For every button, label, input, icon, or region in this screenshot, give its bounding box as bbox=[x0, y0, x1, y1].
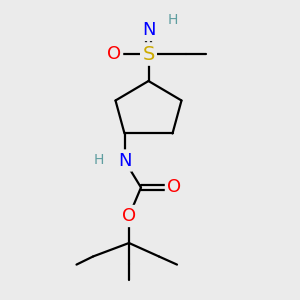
Text: H: H bbox=[167, 13, 178, 26]
Text: O: O bbox=[122, 207, 136, 225]
Text: O: O bbox=[167, 178, 181, 196]
Text: O: O bbox=[107, 45, 121, 63]
Text: N: N bbox=[118, 152, 131, 169]
Text: H: H bbox=[94, 154, 104, 167]
Text: N: N bbox=[142, 21, 155, 39]
Text: S: S bbox=[142, 44, 155, 64]
